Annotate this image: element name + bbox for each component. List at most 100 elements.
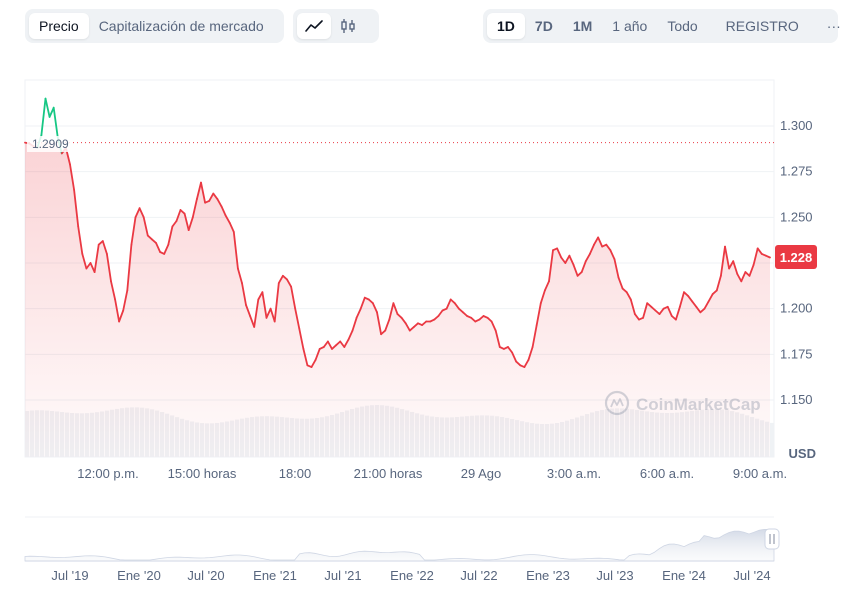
price-line-segment <box>609 249 616 261</box>
price-line-segment <box>122 289 129 312</box>
price-line-segment <box>163 243 170 255</box>
chart-type-toggle <box>293 9 379 43</box>
price-line-segment <box>77 225 84 255</box>
range-1m[interactable]: 1M <box>572 18 593 34</box>
price-line-segment <box>339 340 346 348</box>
price-line-segment <box>118 309 125 323</box>
price-line-segment <box>216 198 223 208</box>
price-line-segment <box>175 209 182 222</box>
price-line-segment <box>269 307 276 323</box>
x-tick-label: 18:00 <box>279 466 312 481</box>
price-line-segment <box>715 274 722 292</box>
price-line-segment <box>150 238 157 244</box>
x-tick-label: 15:00 horas <box>168 466 237 481</box>
price-line-segment <box>355 307 362 319</box>
y-tick-label: 1.200 <box>780 301 813 316</box>
price-line-segment <box>691 300 698 308</box>
price-line-segment <box>621 287 628 294</box>
price-line-segment <box>527 346 534 361</box>
price-line-segment <box>634 313 640 321</box>
price-line-segment <box>171 220 178 228</box>
price-line-segment <box>335 340 342 347</box>
price-line-segment <box>740 271 747 283</box>
price-line-segment <box>277 274 284 285</box>
metric-toggle: Precio Capitalización de mercado <box>25 9 284 43</box>
price-line-segment <box>343 338 350 348</box>
price-line-segment <box>314 347 321 361</box>
price-line-segment <box>539 289 546 305</box>
navigator-tick-label: Jul '23 <box>596 568 633 583</box>
price-area <box>25 142 770 457</box>
price-line-segment <box>404 322 411 332</box>
price-line-segment <box>642 302 649 319</box>
price-line-segment <box>523 358 530 369</box>
tab-price[interactable]: Precio <box>29 13 89 39</box>
navigator-tick-label: Jul '21 <box>324 568 361 583</box>
log-scale-button[interactable]: REGISTRO <box>725 18 799 34</box>
navigator-handle[interactable] <box>764 528 780 550</box>
more-options-button[interactable]: ··· <box>826 18 841 34</box>
current-price-badge <box>775 245 817 269</box>
price-line-segment <box>748 263 755 277</box>
price-line-segment <box>351 316 358 332</box>
tab-market-cap[interactable]: Capitalización de mercado <box>98 18 264 34</box>
price-line-segment <box>724 245 730 270</box>
price-line-segment <box>367 298 374 305</box>
price-line-segment <box>658 307 665 316</box>
price-line-segment <box>331 344 338 350</box>
price-line-segment <box>126 243 133 292</box>
price-line-segment <box>187 216 194 232</box>
price-line-segment <box>40 97 47 137</box>
price-line-segment <box>617 276 624 290</box>
price-line-segment <box>195 181 202 201</box>
price-line-segment <box>679 291 685 308</box>
price-line-segment <box>376 311 383 336</box>
navigator-tick-label: Ene '20 <box>117 568 161 583</box>
price-line-segment <box>52 106 59 138</box>
coinmarketcap-watermark: CoinMarketCap <box>604 390 761 416</box>
y-tick-label: 1.250 <box>780 209 813 224</box>
price-line-segment <box>564 254 571 264</box>
candlestick-chart-button[interactable] <box>331 13 365 39</box>
price-line-segment <box>249 315 256 328</box>
price-line-segment <box>666 305 673 317</box>
price-line-segment <box>212 192 219 201</box>
price-line-segment <box>593 236 599 246</box>
price-line-segment <box>326 340 333 350</box>
price-line-segment <box>433 315 440 321</box>
x-tick-label: 12:00 p.m. <box>77 466 138 481</box>
price-line-segment <box>486 316 493 323</box>
current-price-label: 1.228 <box>780 250 813 265</box>
price-line-segment <box>736 273 743 283</box>
price-line-segment <box>453 302 460 310</box>
price-line-segment <box>359 296 366 310</box>
range-1y[interactable]: 1 año <box>612 18 648 34</box>
line-chart-button[interactable] <box>297 13 331 39</box>
price-line-segment <box>392 302 399 316</box>
range-7d[interactable]: 7D <box>534 18 553 34</box>
navigator-tick-label: Jul '19 <box>51 568 88 583</box>
price-line-segment <box>294 307 301 330</box>
price-line-segment <box>408 325 415 332</box>
price-line-segment <box>167 225 174 246</box>
price-line-segment <box>310 358 317 369</box>
watermark-text: CoinMarketCap <box>636 395 761 414</box>
range-1d[interactable]: 1D <box>487 13 525 39</box>
navigator-tick-label: Jul '24 <box>733 568 770 583</box>
coinmarketcap-logo-icon <box>604 390 630 416</box>
price-line-segment <box>101 240 108 255</box>
price-line-segment <box>183 212 190 232</box>
price-line-segment <box>584 252 591 263</box>
range-all[interactable]: Todo <box>667 18 698 34</box>
price-line-segment <box>138 207 145 219</box>
price-line-segment <box>81 252 88 270</box>
price-line-segment <box>232 230 239 270</box>
price-line-segment <box>646 302 653 308</box>
price-line-segment <box>93 243 100 274</box>
price-line-segment <box>106 252 112 283</box>
x-tick-label: 9:00 a.m. <box>733 466 787 481</box>
navigator-tick-label: Ene '23 <box>526 568 570 583</box>
price-line-segment <box>711 289 718 296</box>
price-line-segment <box>114 298 120 323</box>
price-line-segment <box>576 271 583 277</box>
